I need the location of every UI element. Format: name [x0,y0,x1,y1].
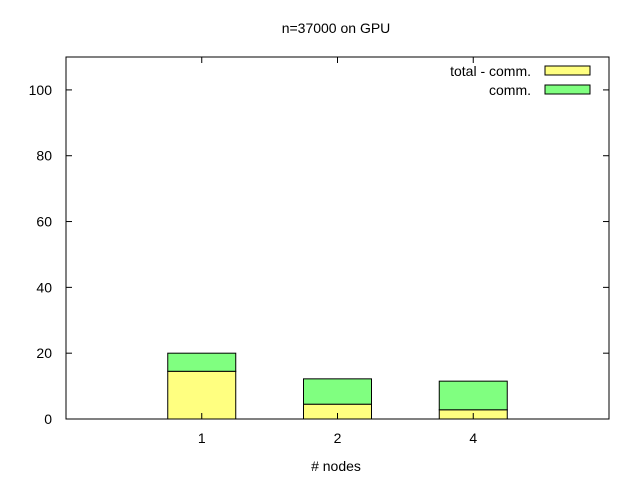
y-tick-label: 60 [36,214,52,230]
legend-swatch [544,84,591,95]
y-tick-label: 0 [44,411,52,427]
x-tick-label: 4 [469,430,477,446]
legend-label: total - comm. [450,63,531,79]
plot-area: 0 20 40 60 80 100 1 2 4 [29,57,609,446]
x-axis-label: # nodes [311,458,361,474]
y-tick-label: 100 [29,82,53,98]
y-tick-label: 80 [36,148,52,164]
legend: total - comm. comm. [450,63,591,98]
plot-frame [65,56,610,420]
bar-segment [438,380,508,411]
legend-label: comm. [489,82,531,98]
chart-title: n=37000 on GPU [282,20,391,36]
bar-segment [303,378,372,405]
legend-swatch [544,65,591,76]
bar-segment [167,352,237,372]
y-tick-label: 20 [36,345,52,361]
x-tick-label: 2 [334,430,342,446]
x-tick-label: 1 [198,430,206,446]
y-tick-label: 40 [36,279,52,295]
bar-segment [167,370,237,420]
